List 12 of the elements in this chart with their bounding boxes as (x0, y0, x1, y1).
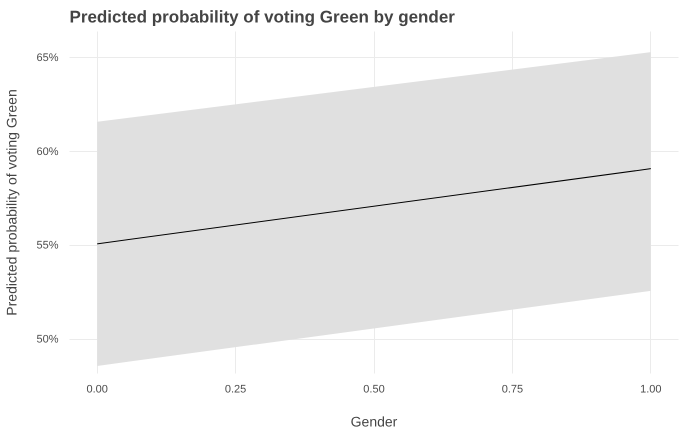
x-tick-label: 0.00 (86, 384, 108, 396)
y-axis-title: Predicted probability of voting Green (3, 89, 20, 316)
chart-title: Predicted probability of voting Green by gender (70, 8, 456, 26)
y-tick-label: 65% (36, 52, 59, 64)
x-tick-label: 1.00 (640, 384, 662, 396)
y-tick-label: 60% (36, 146, 59, 158)
x-tick-label: 0.50 (363, 384, 385, 396)
x-tick-label: 0.25 (224, 384, 246, 396)
y-tick-label: 55% (36, 240, 59, 252)
x-tick-label: 0.75 (502, 384, 524, 396)
y-tick-label: 50% (36, 334, 59, 346)
x-axis-title: Gender (350, 414, 398, 430)
